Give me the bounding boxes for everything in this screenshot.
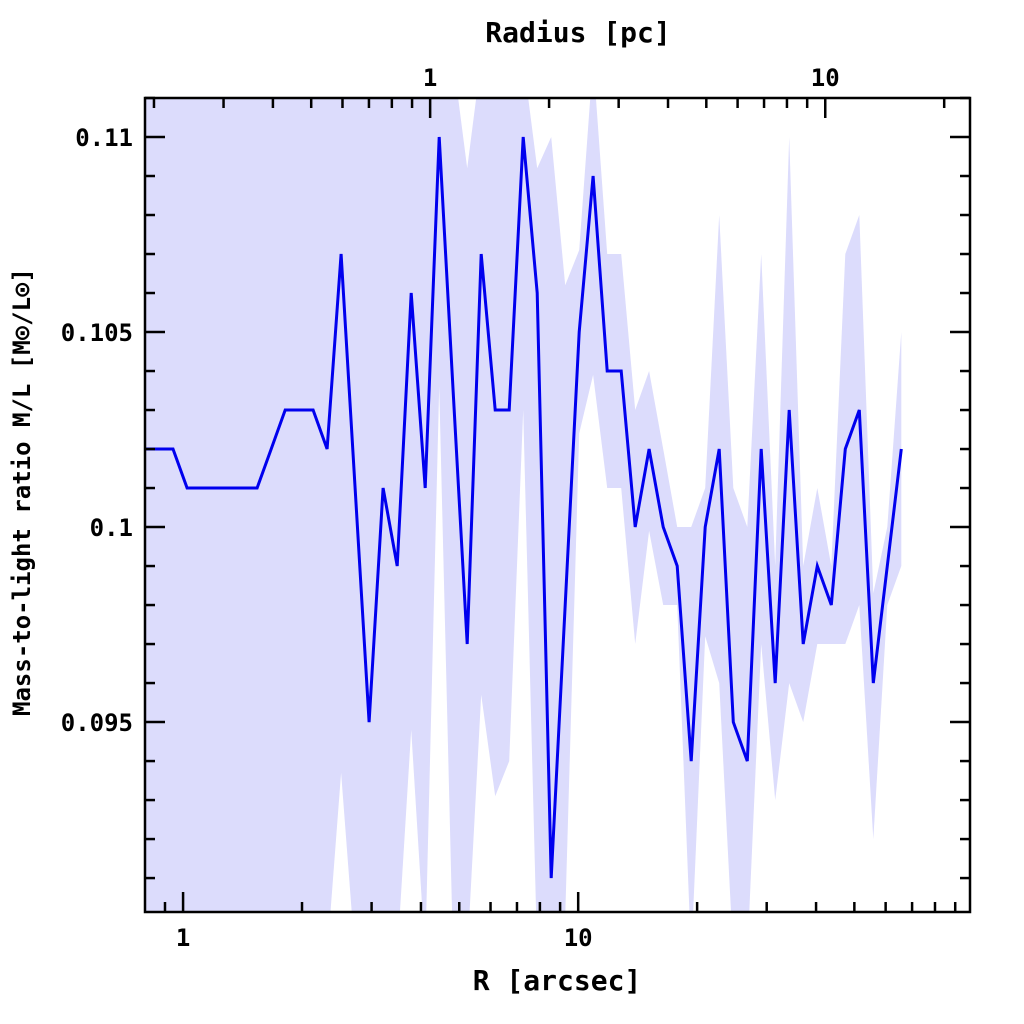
x-tick-label: 10 (564, 924, 593, 952)
y-tick-label: 0.1 (90, 514, 133, 542)
x-axis-title: R [arcsec] (473, 964, 642, 997)
y-tick-label: 0.11 (75, 124, 133, 152)
y-tick-label: 0.105 (61, 319, 133, 347)
top-x-tick-label: 1 (423, 64, 437, 92)
x-tick-label: 1 (176, 924, 190, 952)
plot-area (145, 98, 903, 912)
y-tick-label: 0.095 (61, 709, 133, 737)
top-x-tick-label: 10 (811, 64, 840, 92)
top-axis-title: Radius [pc] (485, 16, 670, 49)
axes: 0.095 0.1 0.105 0.11 1 10 1 10 (61, 64, 972, 952)
y-axis-title: Mass-to-light ratio M/L [M⊙/L⊙] (8, 268, 36, 716)
plot-frame (143, 96, 972, 914)
uncertainty-band (145, 98, 902, 912)
